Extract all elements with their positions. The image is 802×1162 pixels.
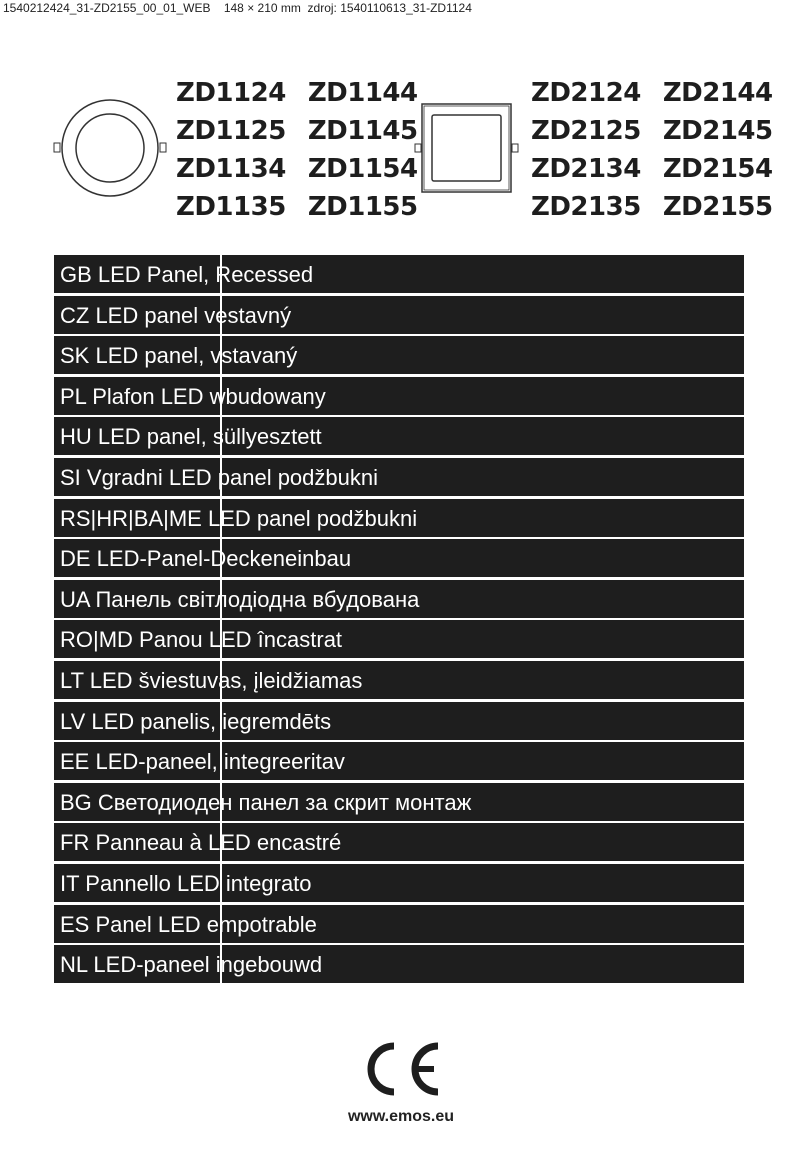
- language-title-row: CZ LED panel vestavný: [54, 295, 744, 334]
- language-title-row: RO|MD Panou LED încastrat: [54, 620, 744, 659]
- language-title-row: GB LED Panel, Recessed: [54, 255, 744, 293]
- model-code: ZD2144: [662, 78, 773, 108]
- language-title-row: RS|HR|BA|ME LED panel podžbukni: [54, 498, 744, 537]
- language-title-row: BG Светодиоден панел за скрит монтаж: [54, 782, 744, 821]
- model-code: ZD2125: [531, 116, 641, 146]
- square-panel-icon: [414, 103, 519, 193]
- language-title-row: SI Vgradni LED panel podžbukni: [54, 457, 744, 496]
- language-title-row: PL Plafon LED wbudowany: [54, 376, 744, 415]
- language-title-row: EE LED-paneel, integreeritav: [54, 742, 744, 781]
- model-code: ZD1134: [176, 154, 286, 184]
- model-code: ZD2145: [662, 116, 773, 146]
- language-title-row: NL LED-paneel ingebouwd: [54, 945, 744, 984]
- website-link[interactable]: www.emos.eu: [347, 1108, 455, 1125]
- model-code: ZD1144: [307, 78, 418, 108]
- language-title-row: DE LED-Panel-Deckeneinbau: [54, 539, 744, 578]
- language-title-list: GB LED Panel, Recessed CZ LED panel vesta…: [54, 255, 744, 986]
- model-code: ZD2134: [531, 154, 641, 184]
- fold-line: [220, 255, 222, 983]
- language-title-row: UA Панель світлодіодна вбудована: [54, 579, 744, 618]
- language-title-row: SK LED panel, vstavaný: [54, 336, 744, 375]
- file-header: 1540212424_31-ZD2155_00_01_WEB 148 × 210…: [3, 1, 472, 15]
- model-code: ZD2154: [662, 154, 773, 184]
- language-title-row: FR Panneau à LED encastré: [54, 823, 744, 862]
- model-code: ZD1124: [176, 78, 286, 108]
- round-panel-icon: [53, 99, 167, 197]
- model-code: ZD1155: [307, 192, 418, 222]
- language-title-row: LV LED panelis, iegremdēts: [54, 701, 744, 740]
- language-title-row: IT Pannello LED integrato: [54, 863, 744, 902]
- model-code: ZD2124: [531, 78, 641, 108]
- ce-mark-logo: [367, 1042, 439, 1096]
- model-code: ZD1145: [307, 116, 418, 146]
- square-model-list: ZD2124 ZD2144 ZD2125 ZD2145 ZD2134 ZD2154 ZD21…: [531, 74, 773, 226]
- language-title-row: HU LED panel, süllyesztett: [54, 417, 744, 456]
- round-model-list: ZD1124 ZD1144 ZD1125 ZD1145 ZD1134 ZD1154 ZD11…: [176, 74, 418, 226]
- language-title-row: LT LED šviestuvas, įleidžiamas: [54, 660, 744, 699]
- model-code: ZD1125: [176, 116, 286, 146]
- model-code: ZD2135: [531, 192, 641, 222]
- model-code: ZD1135: [176, 192, 286, 222]
- model-code: ZD1154: [307, 154, 418, 184]
- model-code: ZD2155: [662, 192, 773, 222]
- language-title-row: ES Panel LED empotrable: [54, 904, 744, 943]
